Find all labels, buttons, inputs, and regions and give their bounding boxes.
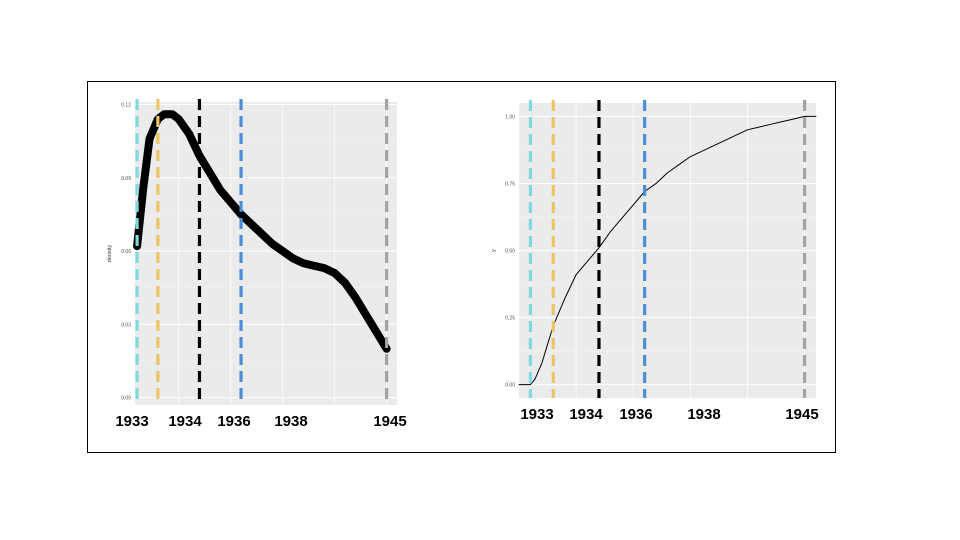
cumulative-y-tick-label: 0.75 — [505, 181, 515, 187]
density-y-tick-label: 0.06 — [121, 249, 131, 255]
density-curve-line — [133, 110, 391, 353]
right-year-label-1938: 1938 — [687, 406, 721, 423]
left-year-label-1933: 1933 — [115, 413, 149, 430]
density-chart: 0.00 0.03 0.06 0.09 0.12 density — [107, 99, 397, 405]
cumulative-y-tick-label: 0.25 — [505, 316, 515, 322]
density-panel-background — [135, 102, 397, 405]
cumulative-y-axis-label: y — [491, 249, 497, 252]
density-y-axis-label: density — [107, 245, 113, 263]
right-year-label-1934: 1934 — [569, 406, 603, 423]
cumulative-chart: 0.00 0.25 0.50 0.75 1.00 y — [491, 100, 817, 398]
density-y-tick-label: 0.12 — [121, 102, 131, 108]
left-year-label-1938: 1938 — [274, 413, 308, 430]
left-year-label-1934: 1934 — [168, 413, 202, 430]
right-year-label-1945: 1945 — [785, 406, 819, 423]
cumulative-y-tick-label: 0.50 — [505, 249, 515, 255]
cumulative-curve-line — [518, 115, 817, 386]
density-y-tick-label: 0.09 — [121, 176, 131, 182]
cumulative-y-tick-label: 0.00 — [505, 383, 515, 389]
right-year-label-1936: 1936 — [619, 406, 653, 423]
right-year-label-1933: 1933 — [520, 406, 554, 423]
cumulative-y-tick-label: 1.00 — [505, 114, 515, 120]
density-y-tick-label: 0.00 — [121, 396, 131, 402]
figure-frame — [87, 81, 836, 453]
density-y-tick-label: 0.03 — [121, 322, 131, 328]
left-year-label-1936: 1936 — [217, 413, 251, 430]
left-year-label-1945: 1945 — [373, 413, 407, 430]
